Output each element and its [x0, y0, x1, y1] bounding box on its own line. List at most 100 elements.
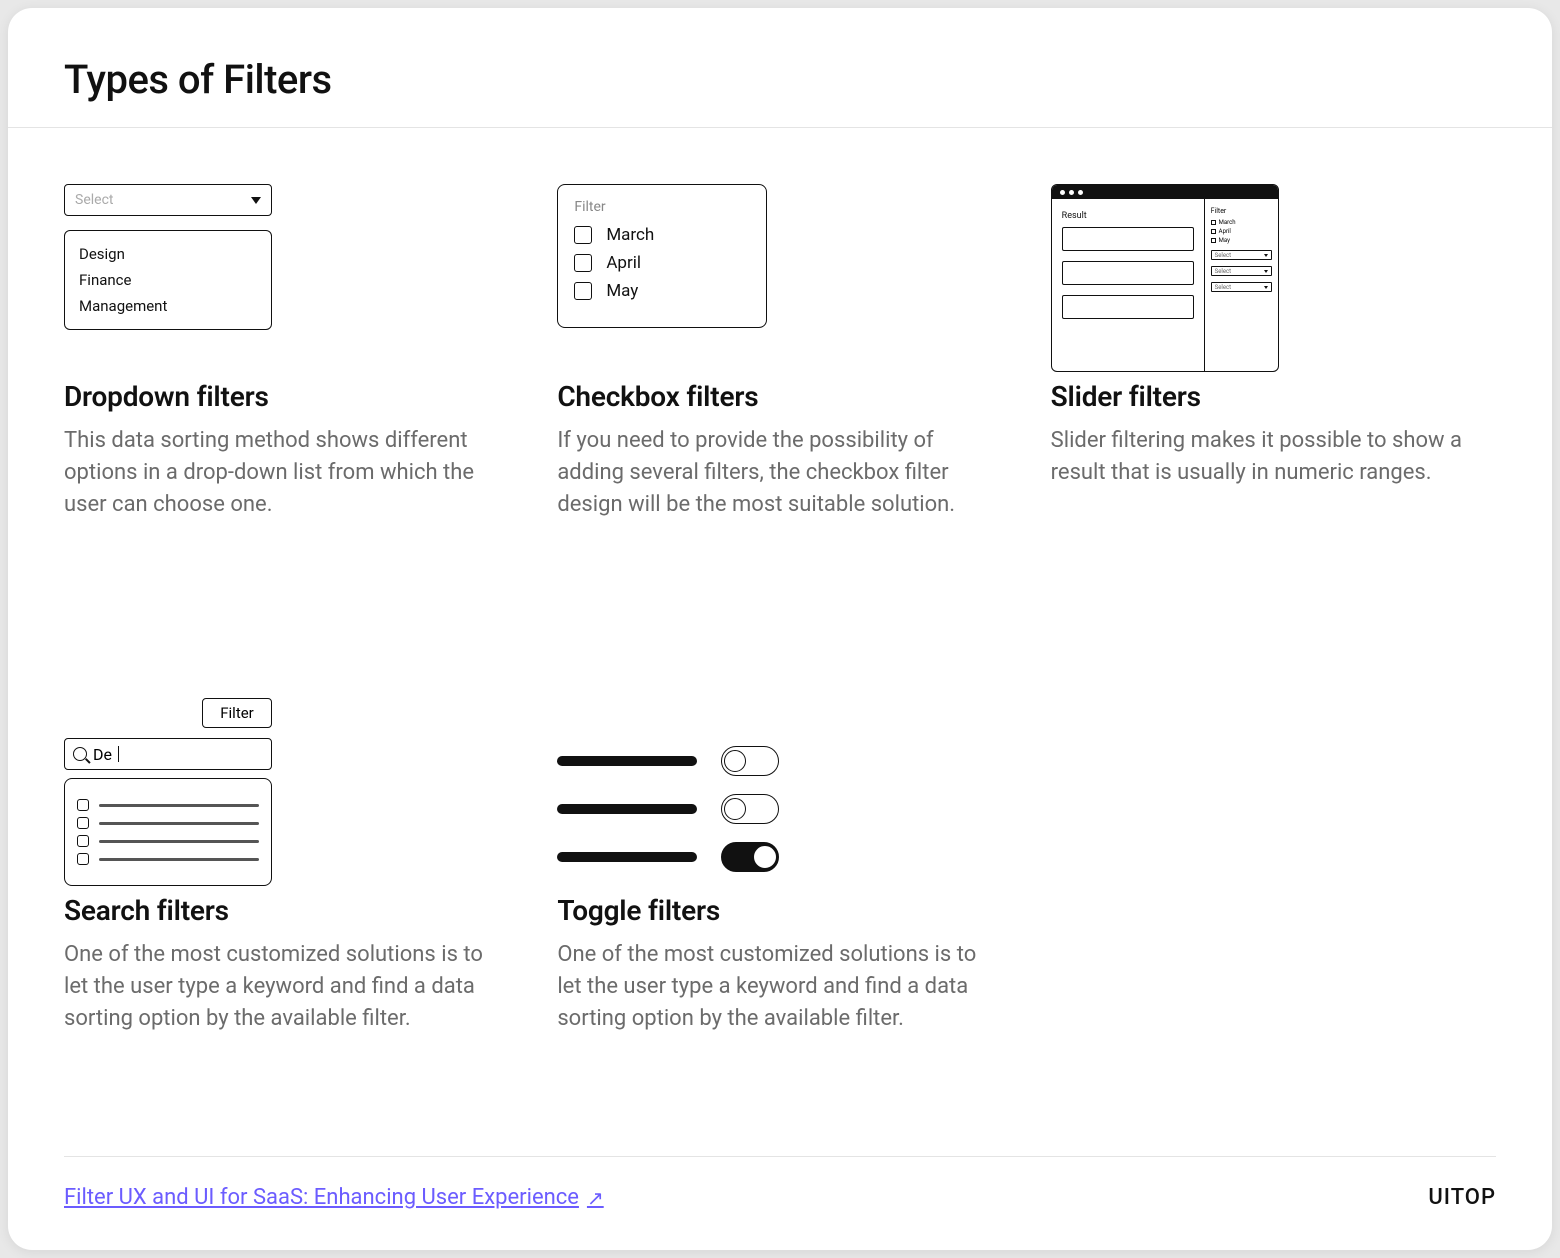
card-title: Search filters — [64, 894, 509, 927]
card-slider: Result Filter March April May Select Sel… — [1051, 184, 1496, 642]
dropdown-select[interactable]: Select — [64, 184, 272, 216]
window-dot-icon — [1078, 190, 1083, 195]
card-description: One of the most customized solutions is … — [64, 939, 509, 1035]
result-label: Result — [1062, 211, 1194, 221]
filter-button[interactable]: Filter — [202, 698, 272, 728]
dropdown-option[interactable]: Design — [65, 241, 271, 267]
checkbox-panel: Filter March April May — [557, 184, 767, 328]
select-label: Select — [1215, 252, 1232, 259]
mini-select[interactable]: Select — [1211, 250, 1272, 260]
page-frame: Types of Filters Select Design Finance M… — [8, 8, 1552, 1250]
card-toggle: Toggle filters One of the most customize… — [557, 698, 1002, 1156]
chevron-down-icon — [1264, 286, 1268, 289]
month-label: March — [1219, 219, 1236, 226]
toggle-switch[interactable] — [721, 794, 779, 824]
checkbox-label: May — [606, 281, 638, 301]
filter-grid: Select Design Finance Management Dropdow… — [64, 128, 1496, 1156]
card-title: Slider filters — [1051, 380, 1496, 413]
result-row[interactable] — [77, 853, 259, 865]
checkbox-panel-label: Filter — [574, 199, 750, 215]
placeholder-line — [99, 822, 259, 825]
checkbox-icon — [77, 853, 89, 865]
checkbox-icon — [574, 226, 592, 244]
result-row[interactable] — [77, 817, 259, 829]
checkbox-row[interactable]: May — [574, 281, 750, 301]
select-label: Select — [1215, 284, 1232, 291]
search-value: De — [93, 745, 112, 764]
search-results-list — [64, 778, 272, 886]
toggle-row — [557, 794, 797, 824]
checkbox-icon — [77, 817, 89, 829]
dropdown-option[interactable]: Finance — [65, 267, 271, 293]
browser-mockup: Result Filter March April May Select Sel… — [1051, 184, 1279, 372]
checkbox-row[interactable]: April — [574, 253, 750, 273]
filter-month-row[interactable]: May — [1211, 237, 1272, 244]
placeholder-line — [99, 858, 259, 861]
toggle-switch[interactable] — [721, 746, 779, 776]
card-description: One of the most customized solutions is … — [557, 939, 1002, 1035]
search-icon — [73, 747, 87, 761]
window-dot-icon — [1060, 190, 1065, 195]
result-row[interactable] — [77, 799, 259, 811]
result-row[interactable] — [77, 835, 259, 847]
toggle-row — [557, 746, 797, 776]
empty-cell — [1051, 698, 1496, 1156]
page-title: Types of Filters — [64, 56, 1496, 127]
result-slot — [1062, 227, 1194, 251]
mini-select[interactable]: Select — [1211, 266, 1272, 276]
card-description: Slider filtering makes it possible to sh… — [1051, 425, 1496, 489]
card-title: Toggle filters — [557, 894, 1002, 927]
chevron-down-icon — [251, 197, 261, 204]
card-checkbox: Filter March April May Checkbox filte — [557, 184, 1002, 642]
placeholder-bar — [557, 852, 697, 862]
card-description: If you need to provide the possibility o… — [557, 425, 1002, 521]
toggle-knob — [724, 798, 746, 820]
checkbox-row[interactable]: March — [574, 225, 750, 245]
card-search: Filter De Search filters One of the mo — [64, 698, 509, 1156]
toggle-switch[interactable] — [721, 842, 779, 872]
checkbox-label: March — [606, 225, 654, 245]
placeholder-line — [99, 804, 259, 807]
source-link-text: Filter UX and UI for SaaS: Enhancing Use… — [64, 1185, 579, 1210]
toggle-knob — [724, 750, 746, 772]
dropdown-option[interactable]: Management — [65, 293, 271, 319]
slider-illustration: Result Filter March April May Select Sel… — [1051, 184, 1496, 380]
placeholder-bar — [557, 756, 697, 766]
search-input[interactable]: De — [64, 738, 272, 770]
chevron-down-icon — [1264, 270, 1268, 273]
toggle-row — [557, 842, 797, 872]
card-title: Dropdown filters — [64, 380, 509, 413]
chevron-down-icon — [1264, 254, 1268, 257]
search-illustration: Filter De — [64, 698, 509, 894]
window-dot-icon — [1069, 190, 1074, 195]
card-description: This data sorting method shows different… — [64, 425, 509, 521]
placeholder-line — [99, 840, 259, 843]
source-link[interactable]: Filter UX and UI for SaaS: Enhancing Use… — [64, 1185, 604, 1210]
text-cursor — [118, 746, 119, 762]
checkbox-icon — [77, 799, 89, 811]
checkbox-illustration: Filter March April May — [557, 184, 1002, 380]
card-title: Checkbox filters — [557, 380, 1002, 413]
toggle-knob — [754, 846, 776, 868]
checkbox-icon — [77, 835, 89, 847]
filter-sidebar: Filter March April May Select Select Sel… — [1204, 199, 1278, 371]
dropdown-placeholder: Select — [75, 192, 113, 208]
brand-label: UITOP — [1428, 1185, 1496, 1210]
checkbox-icon — [1211, 220, 1216, 225]
dropdown-options-list: Design Finance Management — [64, 230, 272, 330]
checkbox-icon — [574, 254, 592, 272]
checkbox-label: April — [606, 253, 641, 273]
checkbox-icon — [1211, 238, 1216, 243]
month-label: May — [1219, 237, 1230, 244]
external-link-icon: ↗ — [587, 1186, 604, 1210]
filter-month-row[interactable]: April — [1211, 228, 1272, 235]
checkbox-icon — [574, 282, 592, 300]
mini-select[interactable]: Select — [1211, 282, 1272, 292]
filter-month-row[interactable]: March — [1211, 219, 1272, 226]
placeholder-bar — [557, 804, 697, 814]
dropdown-illustration: Select Design Finance Management — [64, 184, 509, 380]
browser-titlebar — [1052, 185, 1278, 199]
filter-sidebar-label: Filter — [1211, 207, 1272, 215]
result-slot — [1062, 261, 1194, 285]
footer: Filter UX and UI for SaaS: Enhancing Use… — [64, 1156, 1496, 1210]
